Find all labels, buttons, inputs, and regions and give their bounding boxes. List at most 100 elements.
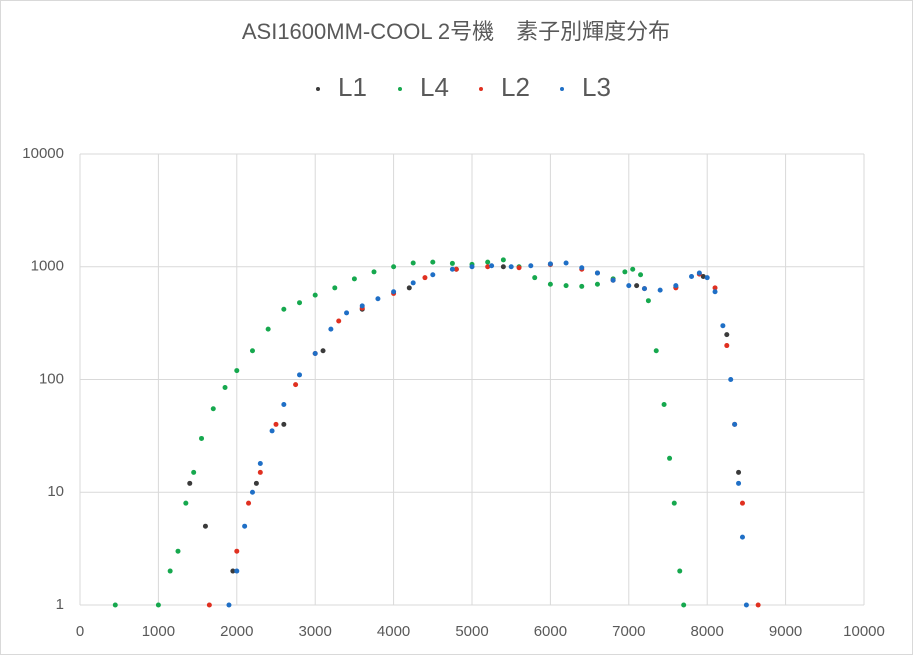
data-point [112,602,118,608]
data-point [210,406,216,412]
data-point [547,281,553,287]
legend-marker [479,87,483,91]
data-point [281,421,287,427]
legend-marker [560,87,564,91]
data-point [175,548,181,554]
x-tick-label: 9000 [769,623,802,640]
data-point [594,270,600,276]
data-point [489,263,495,269]
data-point [202,523,208,529]
data-point [469,264,475,270]
data-point [681,602,687,608]
data-point [736,469,742,475]
data-point [724,332,730,338]
data-point [297,300,303,306]
data-point [739,534,745,540]
data-point [269,428,275,434]
data-point [312,292,318,298]
data-point [563,283,569,289]
data-point [183,500,189,506]
data-point [755,602,761,608]
data-point [500,264,506,270]
data-point [696,270,702,276]
data-point [265,326,271,332]
data-point [234,368,240,374]
data-point [743,602,749,608]
data-point [257,469,263,475]
legend: L1 L4 L2 L3 [316,72,611,102]
data-point [712,285,718,291]
legend-label: L1 [338,72,367,102]
data-point [206,602,212,608]
data-point [430,259,436,265]
y-tick-label: 10000 [22,145,64,162]
data-point [579,265,585,271]
x-tick-label: 8000 [691,623,724,640]
x-tick-label: 3000 [299,623,332,640]
x-tick-label: 0 [76,623,84,640]
data-point [422,275,428,281]
data-point [736,480,742,486]
x-tick-label: 1000 [142,623,175,640]
data-point [689,273,695,279]
data-point [297,372,303,378]
data-point [351,276,357,282]
data-point [281,306,287,312]
data-point [641,286,647,292]
data-point [547,261,553,267]
data-point [661,402,667,408]
data-point [724,343,730,349]
data-point [634,283,640,289]
data-point [359,303,365,309]
data-point [234,548,240,554]
y-tick-label: 1 [56,596,64,613]
data-point [328,326,334,332]
data-point [630,266,636,272]
y-tick-label: 100 [39,370,64,387]
data-point [242,523,248,529]
data-point [500,257,506,263]
data-point [704,275,710,281]
data-point [610,277,616,283]
data-point [230,568,236,574]
data-point [199,435,205,441]
data-point [281,402,287,408]
data-point [344,310,350,316]
data-point [257,460,263,466]
data-point [626,283,632,289]
data-point [226,602,232,608]
data-point [645,298,651,304]
x-tick-label: 6000 [534,623,567,640]
data-point [155,602,161,608]
data-point [249,489,255,495]
data-point [528,263,534,269]
data-point [293,382,299,388]
data-point [336,318,342,324]
data-point [453,266,459,272]
data-point [320,348,326,354]
data-point [406,285,412,291]
legend-label: L4 [420,72,449,102]
data-point [739,500,745,506]
data-point [449,260,455,266]
y-tick-label: 1000 [31,258,64,275]
data-point [485,259,491,265]
data-point [677,568,683,574]
data-point [191,469,197,475]
data-point [249,348,255,354]
data-point [410,260,416,266]
data-point [391,289,397,295]
data-point [653,348,659,354]
x-tick-label: 5000 [455,623,488,640]
data-point [667,455,673,461]
y-tick-label: 10 [47,483,64,500]
data-point [638,272,644,278]
data-point [410,280,416,286]
data-point [700,273,706,279]
data-point [222,384,228,390]
data-point [167,568,173,574]
data-point [594,281,600,287]
data-point [579,283,585,289]
x-tick-label: 10000 [843,623,885,640]
